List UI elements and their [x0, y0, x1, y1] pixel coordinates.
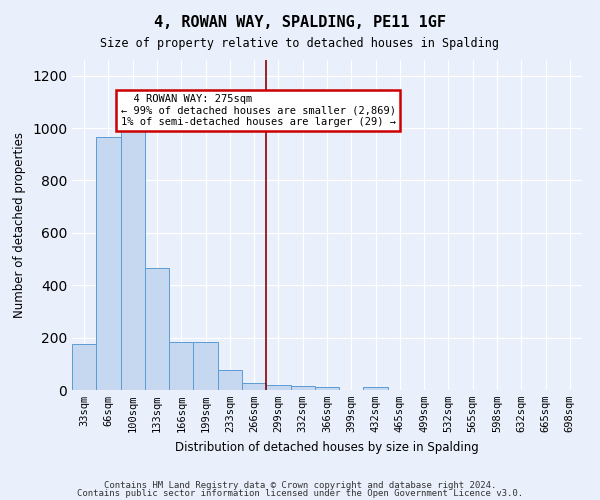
- Bar: [315, 388, 339, 390]
- Bar: [72, 344, 96, 390]
- Bar: [193, 342, 218, 390]
- Text: Contains public sector information licensed under the Open Government Licence v3: Contains public sector information licen…: [77, 489, 523, 498]
- Bar: [145, 268, 169, 390]
- Bar: [266, 385, 290, 390]
- Text: 4, ROWAN WAY, SPALDING, PE11 1GF: 4, ROWAN WAY, SPALDING, PE11 1GF: [154, 15, 446, 30]
- Text: 4 ROWAN WAY: 275sqm  
← 99% of detached houses are smaller (2,869)
1% of semi-de: 4 ROWAN WAY: 275sqm ← 99% of detached ho…: [121, 94, 395, 127]
- Bar: [121, 130, 145, 390]
- Bar: [218, 370, 242, 390]
- Bar: [364, 388, 388, 390]
- Text: Size of property relative to detached houses in Spalding: Size of property relative to detached ho…: [101, 38, 499, 51]
- Bar: [96, 138, 121, 390]
- X-axis label: Distribution of detached houses by size in Spalding: Distribution of detached houses by size …: [175, 440, 479, 454]
- Bar: [290, 386, 315, 390]
- Bar: [242, 384, 266, 390]
- Y-axis label: Number of detached properties: Number of detached properties: [13, 132, 26, 318]
- Text: Contains HM Land Registry data © Crown copyright and database right 2024.: Contains HM Land Registry data © Crown c…: [104, 480, 496, 490]
- Bar: [169, 342, 193, 390]
